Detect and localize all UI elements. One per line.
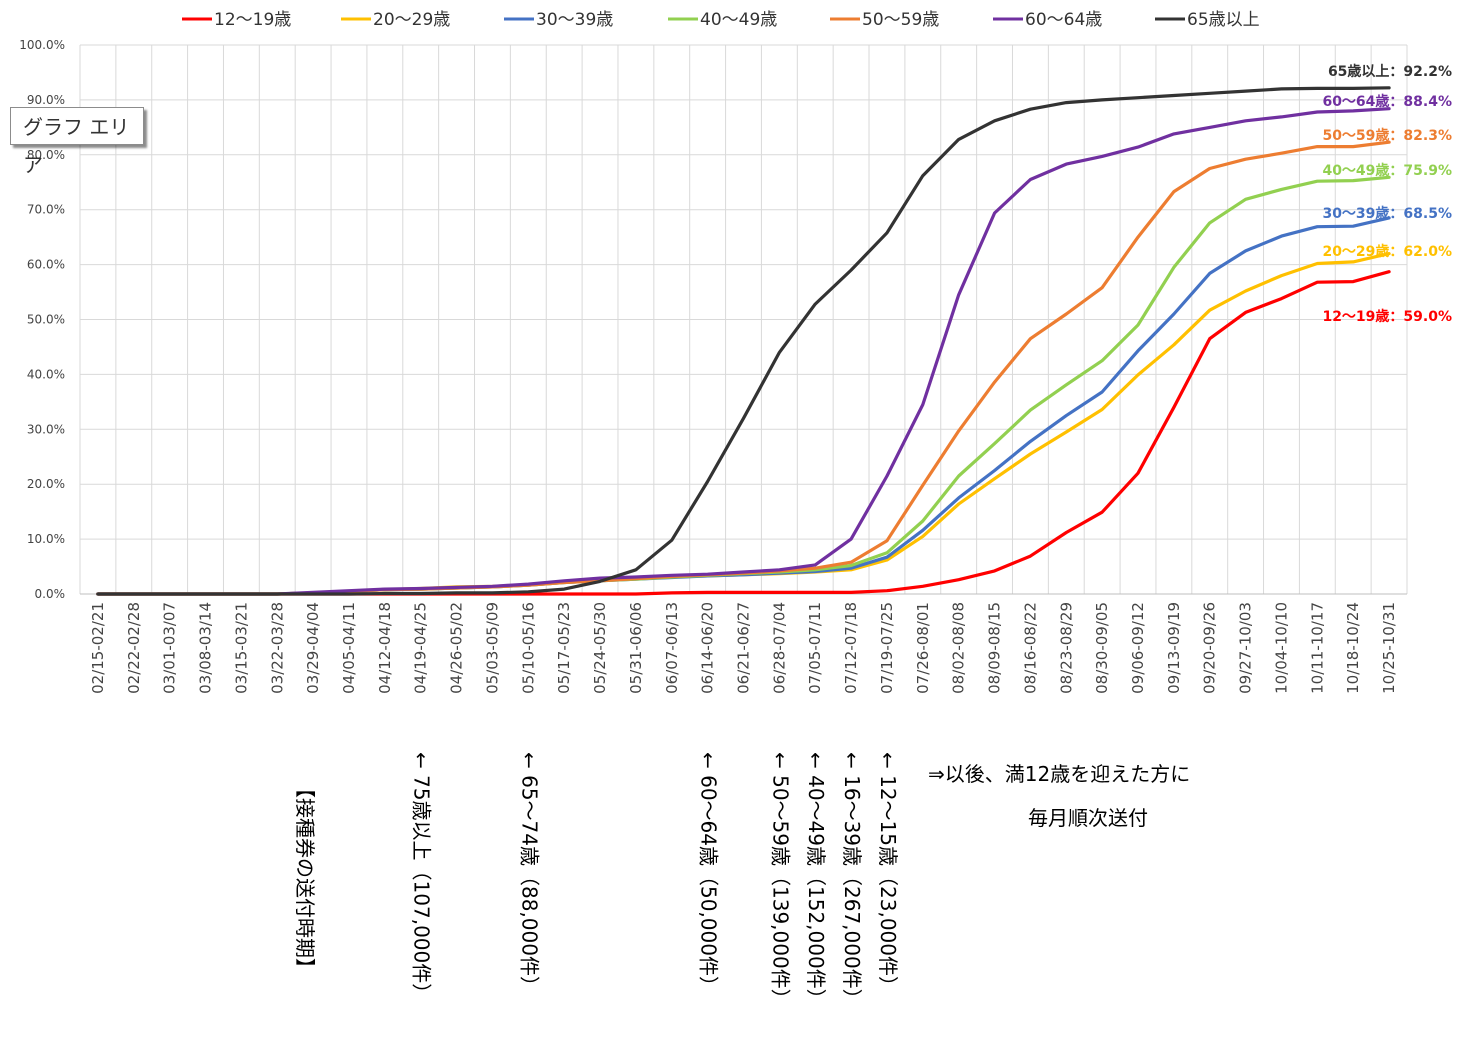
end-labels: 12〜19歳：59.0% 20〜29歳：62.0% 30〜39歳：68.5% 40〜4…	[1322, 63, 1452, 325]
y-tick-label: 50.0%	[27, 313, 65, 327]
x-tick-label: 05/17-05/23	[555, 602, 573, 694]
after-note-line2: 毎月順次送付	[1028, 806, 1148, 830]
series-end-label: 12〜19歳：59.0%	[1322, 308, 1452, 325]
y-tick-label: 90.0%	[27, 93, 65, 107]
x-tick-label: 08/02-08/08	[950, 602, 968, 694]
x-tick-label: 04/26-05/02	[448, 602, 466, 694]
series-end-label: 20〜29歳：62.0%	[1322, 243, 1452, 260]
x-tick-label: 03/15-03/21	[232, 602, 250, 694]
x-tick-label: 09/27-10/03	[1237, 602, 1255, 694]
series-line	[96, 216, 1391, 596]
x-tick-label: 09/13-09/19	[1165, 602, 1183, 694]
y-tick-label: 100.0%	[19, 38, 65, 52]
x-tick-label: 06/07-06/13	[663, 602, 681, 694]
series-end-label: 30〜39歳：68.5%	[1322, 205, 1452, 222]
x-tick-label: 07/19-07/25	[878, 602, 896, 694]
y-tick-label: 60.0%	[27, 258, 65, 272]
series-line	[96, 175, 1391, 596]
series-line	[96, 270, 1391, 596]
series-end-label: 40〜49歳：75.9%	[1322, 162, 1452, 179]
dispatch-note: ← 16〜39歳（267,000件）	[840, 752, 864, 1009]
x-tick-label: 08/16-08/22	[1021, 602, 1039, 694]
x-tick-label: 04/05-04/11	[340, 602, 358, 694]
x-tick-label: 05/31-06/06	[627, 602, 645, 694]
x-tick-label: 06/14-06/20	[699, 602, 717, 694]
dispatch-note: ← 50〜59歳（139,000件）	[768, 752, 792, 1009]
x-tick-label: 04/12-04/18	[376, 602, 394, 694]
dispatch-note: ← 75歳以上（107,000件）	[410, 752, 434, 1003]
x-tick-label: 10/18-10/24	[1344, 602, 1362, 694]
x-tick-label: 02/22-02/28	[125, 602, 143, 694]
y-tick-label: 30.0%	[27, 422, 65, 436]
series-end-label: 60〜64歳：88.4%	[1322, 93, 1452, 110]
x-tick-label: 09/06-09/12	[1129, 602, 1147, 694]
dispatch-note: ← 40〜49歳（152,000件）	[804, 752, 828, 1009]
series-line	[96, 252, 1391, 596]
y-tick-label: 0.0%	[35, 587, 66, 601]
x-tick-label: 09/20-09/26	[1201, 602, 1219, 694]
dispatch-note: ← 65〜74歳（88,000件）	[517, 752, 541, 996]
dispatch-note: ← 12〜15歳（23,000件）	[876, 752, 900, 996]
x-tick-label: 06/28-07/04	[770, 602, 788, 694]
legend-label: 50〜59歳	[862, 10, 939, 30]
series-line	[96, 107, 1391, 596]
series-lines	[96, 86, 1391, 596]
dispatch-heading: 【接種券の送付時期】	[293, 778, 317, 978]
y-tick-label: 20.0%	[27, 477, 65, 491]
x-tick-label: 03/08-03/14	[197, 602, 215, 694]
dispatch-note: ← 60〜64歳（50,000件）	[697, 752, 721, 996]
legend-label: 60〜64歳	[1025, 10, 1102, 30]
x-tick-label: 08/09-08/15	[986, 602, 1004, 694]
y-axis: 0.0% 10.0% 20.0% 30.0% 40.0% 50.0% 60.0% 70.0% 8…	[19, 38, 65, 601]
legend-label: 65歳以上	[1187, 10, 1260, 30]
x-tick-label: 03/29-04/04	[304, 602, 322, 694]
series-end-label: 50〜59歳：82.3%	[1322, 127, 1452, 144]
x-tick-label: 03/01-03/07	[161, 602, 179, 694]
x-tick-label: 03/22-03/28	[268, 602, 286, 694]
x-tick-label: 07/05-07/11	[806, 602, 824, 694]
x-tick-label: 08/23-08/29	[1057, 602, 1075, 694]
x-tick-label: 05/10-05/16	[519, 602, 537, 694]
dispatch-annotations: 【接種券の送付時期】 ← 75歳以上（107,000件） ← 65〜74歳（88,0…	[293, 752, 1190, 1009]
y-tick-label: 80.0%	[27, 148, 65, 162]
legend-label: 20〜29歳	[373, 10, 450, 30]
after-note-line1: ⇒以後、満12歳を迎えた方に	[928, 762, 1190, 786]
x-tick-label: 10/04-10/10	[1272, 602, 1290, 694]
x-tick-label: 10/11-10/17	[1308, 602, 1326, 694]
legend-label: 30〜39歳	[536, 10, 613, 30]
legend-label: 40〜49歳	[700, 10, 777, 30]
x-tick-label: 05/03-05/09	[483, 602, 501, 694]
grid	[79, 44, 1408, 595]
x-tick-label: 08/30-09/05	[1093, 602, 1111, 694]
x-tick-label: 05/24-05/30	[591, 602, 609, 694]
series-line	[96, 86, 1391, 596]
x-tick-label: 02/15-02/21	[89, 602, 107, 694]
x-tick-label: 06/21-06/27	[735, 602, 753, 694]
x-tick-label: 07/12-07/18	[842, 602, 860, 694]
chart-area-tooltip: グラフ エリア	[10, 107, 144, 177]
x-tick-label: 10/25-10/31	[1380, 602, 1398, 694]
series-end-label: 65歳以上：92.2%	[1328, 63, 1452, 80]
legend: 12〜19歳 20〜29歳 30〜39歳 40〜49歳 50〜59歳 60〜64歳 65歳以…	[182, 10, 1260, 30]
x-tick-label: 04/19-04/25	[412, 602, 430, 694]
x-axis: 02/15-02/21 02/22-02/28 03/01-03/07 03/08-0…	[89, 602, 1398, 694]
legend-label: 12〜19歳	[214, 10, 291, 30]
x-tick-label: 07/26-08/01	[914, 602, 932, 694]
y-tick-label: 70.0%	[27, 203, 65, 217]
y-tick-label: 10.0%	[27, 532, 65, 546]
y-tick-label: 40.0%	[27, 367, 65, 381]
